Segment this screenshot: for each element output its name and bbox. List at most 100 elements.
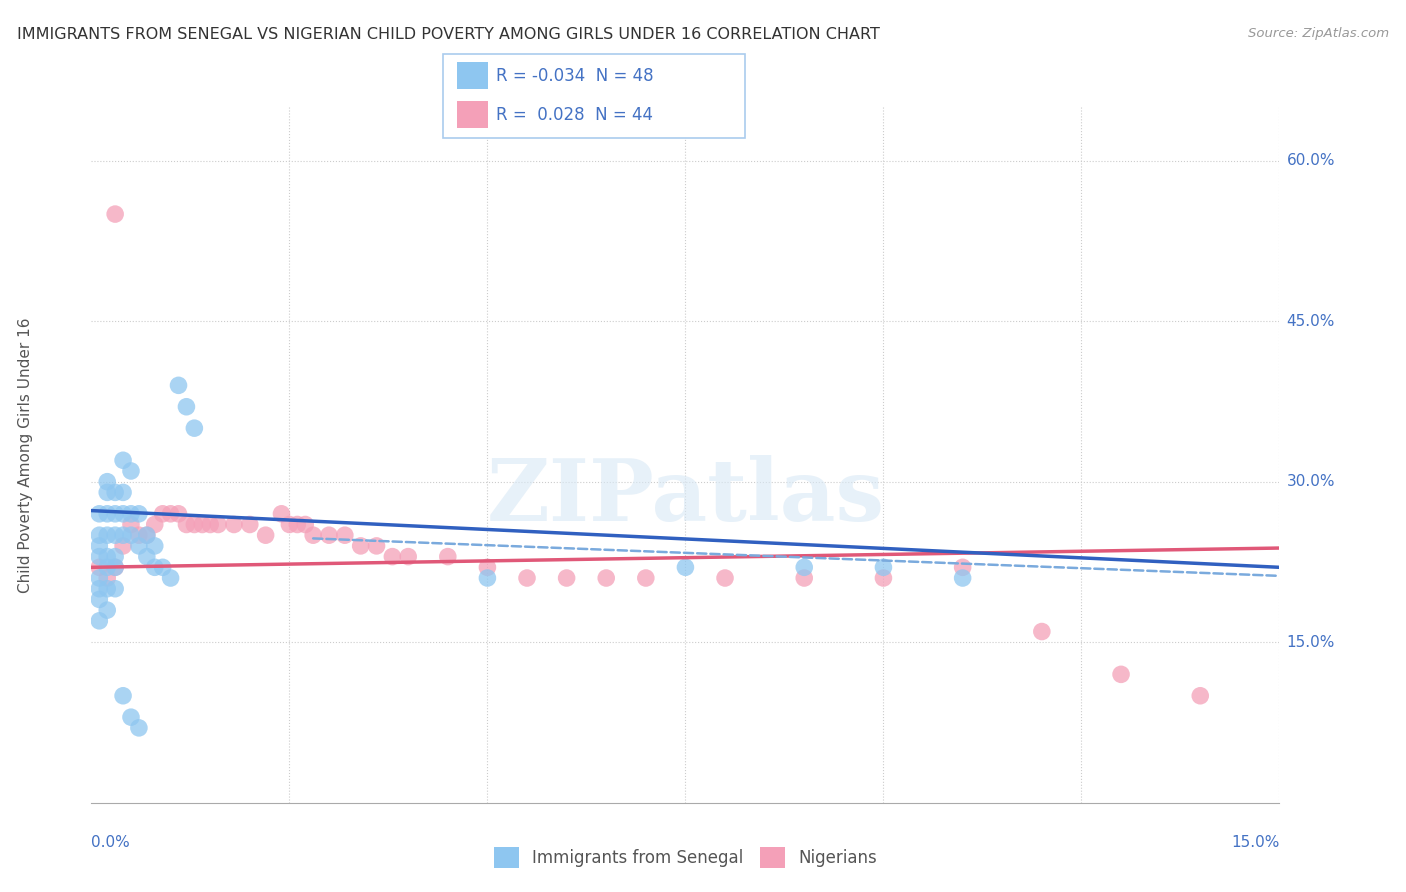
Point [176, 517, 198, 532]
Point [104, 560, 127, 574]
Point [254, 528, 277, 542]
Point [167, 378, 190, 392]
Point [270, 507, 292, 521]
Point [112, 453, 135, 467]
Point [872, 571, 894, 585]
Point [89, 560, 111, 574]
Point [104, 582, 127, 596]
Point [104, 549, 127, 564]
Point [183, 517, 205, 532]
Point [89, 614, 111, 628]
Point [516, 571, 538, 585]
Point [143, 539, 166, 553]
Point [555, 571, 578, 585]
Point [96, 475, 118, 489]
Point [239, 517, 262, 532]
Point [318, 528, 340, 542]
Point [1031, 624, 1053, 639]
Point [207, 517, 229, 532]
Point [135, 549, 157, 564]
Point [104, 507, 127, 521]
Point [381, 549, 404, 564]
Text: 45.0%: 45.0% [1286, 314, 1334, 328]
Point [96, 507, 118, 521]
Point [120, 464, 142, 478]
Point [294, 517, 316, 532]
Point [200, 517, 222, 532]
Point [120, 710, 142, 724]
Point [112, 689, 135, 703]
Point [128, 539, 150, 553]
Point [89, 592, 111, 607]
Point [714, 571, 737, 585]
Point [366, 539, 388, 553]
Point [135, 528, 157, 542]
Text: R =  0.028  N = 44: R = 0.028 N = 44 [496, 105, 654, 123]
Point [112, 528, 135, 542]
Text: 60.0%: 60.0% [1286, 153, 1334, 168]
Point [333, 528, 356, 542]
Point [278, 517, 301, 532]
Point [634, 571, 657, 585]
Point [104, 528, 127, 542]
Point [436, 549, 458, 564]
Point [89, 539, 111, 553]
Text: 15.0%: 15.0% [1286, 635, 1334, 649]
Text: Source: ZipAtlas.com: Source: ZipAtlas.com [1249, 27, 1389, 40]
Text: ZIPatlas: ZIPatlas [486, 455, 884, 539]
Point [952, 571, 974, 585]
Point [1189, 689, 1212, 703]
Point [1109, 667, 1132, 681]
Point [793, 560, 815, 574]
Text: 15.0%: 15.0% [1232, 836, 1279, 850]
Point [159, 507, 181, 521]
Point [222, 517, 245, 532]
Point [128, 528, 150, 542]
Point [350, 539, 373, 553]
Point [152, 560, 174, 574]
Point [96, 485, 118, 500]
Point [104, 485, 127, 500]
Point [191, 517, 214, 532]
Point [302, 528, 325, 542]
Point [89, 528, 111, 542]
Point [104, 560, 127, 574]
Point [96, 560, 118, 574]
Point [120, 517, 142, 532]
Point [104, 207, 127, 221]
Point [167, 507, 190, 521]
Point [89, 571, 111, 585]
Point [673, 560, 696, 574]
Point [143, 560, 166, 574]
Point [89, 582, 111, 596]
Point [152, 507, 174, 521]
Point [89, 507, 111, 521]
Point [872, 560, 894, 574]
Point [176, 400, 198, 414]
Text: 0.0%: 0.0% [91, 836, 131, 850]
Point [120, 507, 142, 521]
Text: 30.0%: 30.0% [1286, 475, 1334, 489]
Point [477, 560, 499, 574]
Text: R = -0.034  N = 48: R = -0.034 N = 48 [496, 67, 654, 85]
Legend: Immigrants from Senegal, Nigerians: Immigrants from Senegal, Nigerians [486, 841, 884, 874]
Point [96, 582, 118, 596]
Point [396, 549, 419, 564]
Point [285, 517, 308, 532]
Point [477, 571, 499, 585]
Point [128, 721, 150, 735]
Point [112, 507, 135, 521]
Point [143, 517, 166, 532]
Point [96, 528, 118, 542]
Text: IMMIGRANTS FROM SENEGAL VS NIGERIAN CHILD POVERTY AMONG GIRLS UNDER 16 CORRELATI: IMMIGRANTS FROM SENEGAL VS NIGERIAN CHIL… [17, 27, 880, 42]
Point [793, 571, 815, 585]
Point [96, 571, 118, 585]
Point [112, 539, 135, 553]
Point [159, 571, 181, 585]
Point [112, 485, 135, 500]
Point [135, 528, 157, 542]
Point [595, 571, 617, 585]
Text: Child Poverty Among Girls Under 16: Child Poverty Among Girls Under 16 [18, 318, 32, 592]
Point [96, 603, 118, 617]
Point [183, 421, 205, 435]
